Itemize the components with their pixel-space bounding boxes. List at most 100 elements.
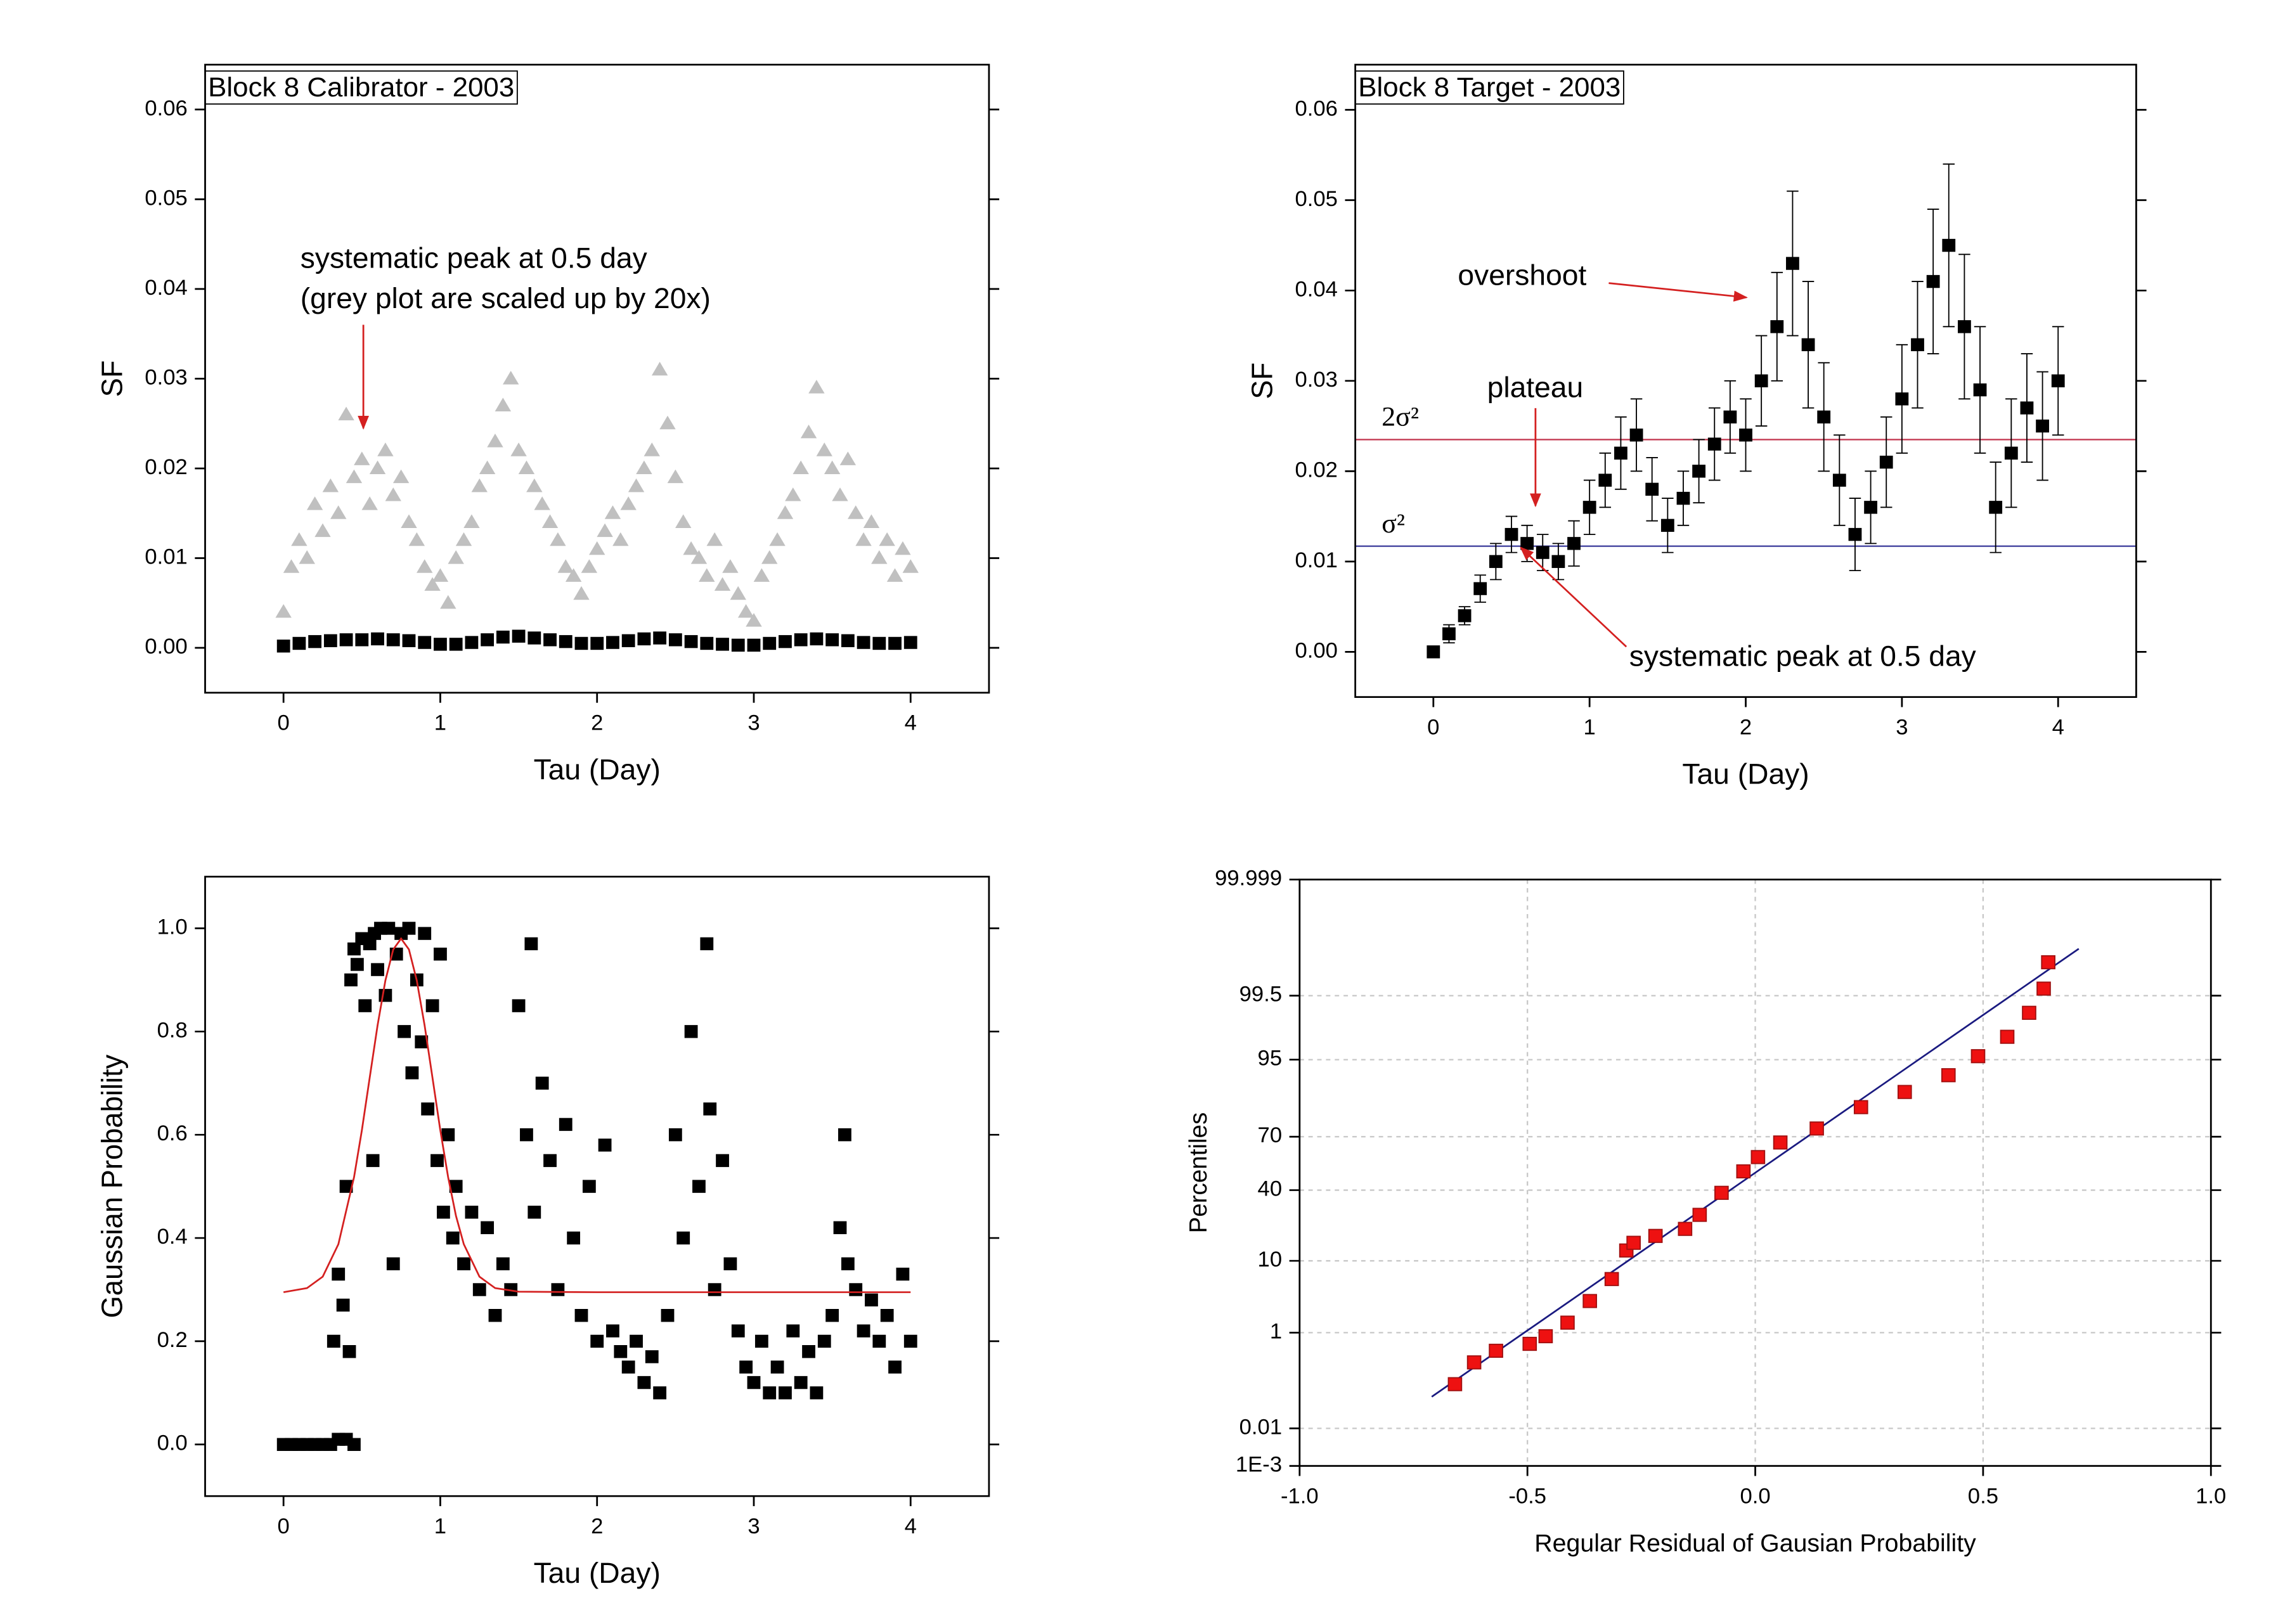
triangle-marker: [793, 460, 809, 475]
triangle-marker: [667, 469, 684, 484]
square-marker: [342, 1345, 356, 1358]
triangle-marker: [628, 478, 645, 493]
square-marker: [1897, 1085, 1912, 1099]
triangle-marker: [314, 523, 331, 538]
square-marker: [1958, 320, 1971, 333]
plot-frame: [204, 875, 990, 1497]
triangle-marker: [777, 505, 794, 519]
square-marker: [1536, 546, 1550, 559]
square-marker: [1582, 501, 1596, 514]
square-marker: [1604, 1272, 1619, 1286]
square-marker: [637, 632, 651, 646]
square-marker: [754, 1334, 768, 1348]
square-marker: [1736, 1164, 1751, 1179]
triangle-marker: [361, 496, 378, 510]
triangle-marker: [746, 613, 762, 627]
chart-panel: 0.00 0.01 0.02 0.03 0.04 0.05 0.06 0 1 2 3 4 Tau (Da…: [96, 63, 1000, 785]
square-marker: [1817, 410, 1831, 424]
square-marker: [472, 1283, 486, 1296]
square-marker: [339, 633, 353, 647]
square-marker: [1489, 555, 1503, 569]
square-marker: [543, 633, 557, 647]
x-axis-label: Tau (Day): [1682, 758, 1809, 790]
square-marker: [496, 1257, 510, 1270]
triangle-marker: [604, 505, 621, 519]
triangle-marker: [816, 442, 832, 456]
triangle-marker: [597, 523, 613, 538]
square-marker: [527, 1206, 541, 1219]
square-marker: [739, 1360, 753, 1374]
square-marker: [481, 1221, 495, 1234]
x-tick-label: 2: [591, 711, 603, 735]
square-marker: [692, 1180, 706, 1193]
triangle-marker: [448, 550, 464, 564]
square-marker: [1970, 1049, 1986, 1064]
square-marker: [1973, 383, 1987, 397]
square-marker: [465, 1206, 479, 1219]
y-tick-label: 95: [1258, 1047, 1283, 1071]
triangle-marker: [730, 586, 746, 600]
triangle-marker: [495, 397, 512, 411]
square-marker: [1911, 338, 1924, 352]
x-tick-label: 2: [1740, 716, 1752, 740]
square-marker: [872, 1334, 886, 1348]
square-marker: [332, 1267, 346, 1281]
square-marker: [371, 963, 384, 976]
triangle-marker: [354, 451, 370, 465]
square-marker: [1648, 1228, 1663, 1243]
square-marker: [810, 1386, 824, 1400]
square-marker: [1707, 437, 1721, 451]
square-marker: [323, 634, 337, 647]
y-tick-label: 0.05: [1295, 187, 1337, 211]
square-marker: [1466, 1355, 1482, 1370]
square-marker: [903, 636, 917, 649]
square-marker: [786, 1324, 800, 1337]
x-tick-label: 0: [1427, 716, 1439, 740]
triangle-marker: [471, 478, 488, 493]
square-marker: [434, 638, 447, 651]
square-marker: [355, 633, 369, 647]
square-marker: [535, 1076, 549, 1090]
x-tick-label: 3: [747, 711, 760, 735]
triangle-marker: [895, 541, 911, 555]
y-tick-label: 40: [1258, 1177, 1283, 1201]
square-marker: [621, 1360, 635, 1374]
square-marker: [872, 636, 886, 650]
square-marker: [1678, 1221, 1693, 1236]
square-marker: [1750, 1150, 1766, 1164]
square-marker: [2036, 419, 2049, 433]
triangle-marker: [503, 370, 519, 385]
square-marker: [747, 638, 761, 652]
square-marker: [512, 999, 526, 1012]
square-marker: [2000, 1029, 2015, 1044]
y-tick-label: 0.04: [1295, 278, 1337, 302]
annotation-arrow: [1608, 282, 1748, 302]
triangle-marker: [322, 478, 339, 493]
square-marker: [1598, 474, 1612, 487]
square-marker: [2051, 374, 2065, 388]
square-marker: [888, 636, 902, 650]
square-marker: [857, 1324, 870, 1337]
x-tick-label: -1.0: [1281, 1485, 1319, 1509]
y-tick-label: 0.0: [157, 1431, 188, 1455]
triangle-marker: [824, 460, 841, 475]
triangle-marker: [283, 559, 300, 573]
triangle-marker: [385, 487, 401, 501]
square-marker: [1458, 609, 1472, 622]
square-marker: [1942, 238, 1956, 252]
square-marker: [770, 1360, 784, 1374]
square-marker: [731, 1324, 745, 1337]
square-marker: [1567, 537, 1581, 550]
square-marker: [1739, 429, 1752, 442]
square-marker: [350, 958, 364, 971]
triangle-marker: [518, 460, 535, 475]
square-marker: [520, 1128, 533, 1142]
square-marker: [415, 1035, 429, 1048]
square-marker: [849, 1283, 863, 1296]
triangle-marker: [761, 550, 778, 564]
square-marker: [703, 1102, 717, 1116]
square-marker: [449, 638, 463, 651]
triangle-marker: [879, 532, 895, 546]
triangle-marker: [636, 460, 652, 475]
